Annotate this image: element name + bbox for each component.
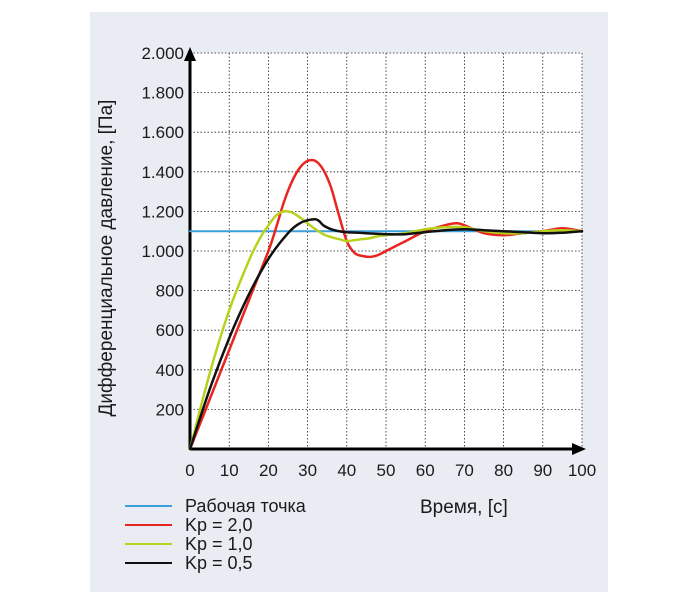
axes (184, 47, 586, 455)
legend-label-setpoint: Рабочая точка (185, 496, 307, 516)
y-axis-label: Дифференциальное давление, [Па] (96, 100, 117, 417)
y-tick-label: 200 (156, 400, 184, 419)
legend-label-kp-2-0: Kp = 2,0 (185, 515, 253, 535)
series-line-kp-2-0 (188, 158, 584, 451)
y-ticks: 200 400 600 800 1.000 1.200 1.400 1.600 1.800 2.0… (141, 44, 184, 419)
x-tick-label: 0 (185, 461, 194, 480)
y-tick-label: 1.600 (141, 123, 184, 142)
y-tick-label: 1.800 (141, 84, 184, 103)
series-line-kp-0-5 (188, 218, 584, 451)
x-tick-label: 20 (259, 461, 278, 480)
legend-label-kp-0-5: Kp = 0,5 (185, 553, 253, 573)
x-tick-label: 40 (337, 461, 356, 480)
x-tick-label: 70 (455, 461, 474, 480)
y-tick-label: 1.400 (141, 163, 184, 182)
legend-label-kp-1-0: Kp = 1,0 (185, 534, 253, 554)
x-tick-label: 90 (533, 461, 552, 480)
y-tick-label: 1.200 (141, 202, 184, 221)
x-axis-arrow (572, 443, 586, 455)
y-tick-label: 600 (156, 321, 184, 340)
x-tick-label: 80 (494, 461, 513, 480)
y-axis-arrow (184, 47, 196, 61)
y-tick-label: 2.000 (141, 44, 184, 63)
x-tick-label: 30 (298, 461, 317, 480)
x-tick-label: 10 (220, 461, 239, 480)
y-tick-label: 1.000 (141, 242, 184, 261)
x-tick-label: 50 (377, 461, 396, 480)
x-ticks: 0 10 20 30 40 50 60 70 80 90 100 (185, 461, 596, 480)
x-axis-label: Время, [c] (420, 497, 508, 518)
x-tick-label: 60 (416, 461, 435, 480)
y-tick-label: 800 (156, 282, 184, 301)
y-tick-label: 400 (156, 361, 184, 380)
x-tick-label: 100 (568, 461, 596, 480)
series-lines (188, 158, 584, 451)
